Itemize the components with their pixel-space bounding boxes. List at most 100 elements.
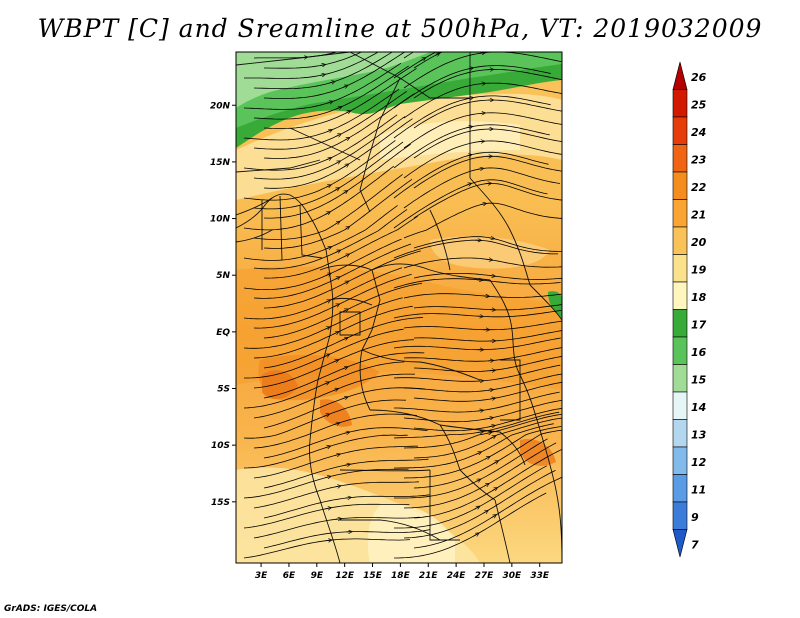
colorbar-segment <box>672 364 688 393</box>
streamline-arrow <box>344 255 348 257</box>
lon-label: 33E <box>530 571 550 581</box>
streamline-arrow <box>335 135 340 137</box>
streamline-arrow <box>491 516 495 518</box>
colorbar-label: 24 <box>691 126 706 139</box>
streamline-arrow <box>487 390 492 391</box>
streamline-arrow <box>474 507 479 509</box>
streamline-arrow <box>344 138 349 140</box>
lat-label: 10N <box>210 215 231 225</box>
streamline-arrow <box>324 415 328 417</box>
streamline-arrow <box>335 519 340 520</box>
streamline-arrow <box>475 480 480 482</box>
streamline-arrow <box>334 305 338 307</box>
latitude-axis: 20N 15N 10N 5N EQ 5S 10S 15S <box>210 101 236 508</box>
chart-title: WBPT [C] and Sreamline at 500hPa, VT: 20… <box>37 14 763 43</box>
streamline-arrow <box>327 102 331 103</box>
colorbar-label: 19 <box>691 264 707 277</box>
streamline-arrow <box>483 484 488 486</box>
streamline-arrow <box>488 238 493 239</box>
streamline <box>264 52 363 69</box>
streamline-arrow <box>414 49 417 51</box>
lon-label: 30E <box>503 571 523 581</box>
streamline-arrow <box>335 162 339 164</box>
colorbar-segment <box>672 226 688 255</box>
streamline <box>403 347 562 362</box>
streamline-arrow <box>326 540 330 541</box>
colorbar-segment <box>672 309 688 338</box>
colorbar-label: 11 <box>691 484 706 497</box>
colorbar-label: 17 <box>691 319 707 332</box>
streamline-arrow <box>326 158 331 160</box>
lon-label: 3E <box>255 571 268 581</box>
colorbar-segment <box>672 116 688 145</box>
colorbar-segment <box>672 281 688 310</box>
lat-label: 10S <box>211 441 230 451</box>
colorbar-segment <box>672 254 688 283</box>
streamline <box>244 52 379 79</box>
map-frame <box>235 51 563 564</box>
streamline-arrow <box>490 437 495 439</box>
colorbar-label: 18 <box>691 291 707 304</box>
streamline-arrow <box>344 465 349 466</box>
streamline <box>413 429 562 489</box>
colorbar-label: 14 <box>691 401 706 414</box>
streamline-arrow <box>343 165 348 167</box>
streamline-arrow <box>489 426 494 427</box>
streamline-arrow <box>420 59 424 61</box>
colorbar-segment <box>672 144 688 173</box>
colorbar-segment <box>672 446 688 475</box>
streamline-arrow <box>475 453 480 455</box>
streamline-arrow <box>333 332 338 334</box>
lon-label: 18E <box>391 571 411 581</box>
streamline-arrow <box>466 184 470 186</box>
streamline-arrow <box>326 247 330 249</box>
streamline-arrow <box>342 338 347 340</box>
streamline-arrow <box>492 489 496 491</box>
credit-text: GrADS: IGES/COLA <box>4 604 98 614</box>
streamline-arrow <box>344 227 348 229</box>
streamline-arrow <box>467 68 472 69</box>
streamline-arrow <box>484 457 489 459</box>
streamline-arrow <box>334 278 339 280</box>
lon-label: 12E <box>335 571 355 581</box>
streamline-arrow <box>480 204 485 205</box>
streamline-arrow <box>466 155 470 156</box>
colorbar-label: 22 <box>691 181 707 194</box>
lat-label: 5S <box>217 385 230 395</box>
streamline <box>403 52 415 59</box>
streamline <box>403 373 562 393</box>
streamline-arrow <box>332 389 337 391</box>
colorbar-label: 25 <box>691 99 707 112</box>
streamline-arrow <box>325 186 330 188</box>
colorbar-label: 15 <box>691 374 707 387</box>
lon-label: 9E <box>311 571 324 581</box>
streamline-arrow <box>343 282 348 284</box>
colorbar-label: 12 <box>691 456 707 469</box>
streamline-arrow <box>342 397 347 398</box>
streamline-arrow <box>477 169 482 170</box>
streamline-arrow <box>473 534 478 536</box>
lon-label: 21E <box>419 571 439 581</box>
colorbar-segment <box>672 336 688 365</box>
streamline-arrow <box>483 511 486 513</box>
streamline-arrow <box>325 274 330 276</box>
streamline <box>413 417 562 459</box>
streamline <box>413 52 443 69</box>
colorbar-segment <box>672 199 688 228</box>
colorbar-segment <box>672 89 688 118</box>
streamline-arrow <box>477 432 482 433</box>
lon-label: 6E <box>283 571 296 581</box>
streamline-arrow <box>342 367 347 369</box>
streamline-arrow <box>334 423 338 424</box>
colorbar-label: 13 <box>691 429 707 442</box>
colorbar-label: 20 <box>691 236 707 249</box>
streamline-arrow <box>336 107 341 109</box>
streamlines <box>243 49 562 559</box>
streamline-arrow <box>325 508 330 509</box>
streamline-arrow <box>466 127 471 128</box>
streamline-arrow <box>345 498 350 499</box>
colorbar-segment <box>672 391 688 420</box>
streamline <box>403 399 562 423</box>
colorbar-label: 16 <box>691 346 707 359</box>
